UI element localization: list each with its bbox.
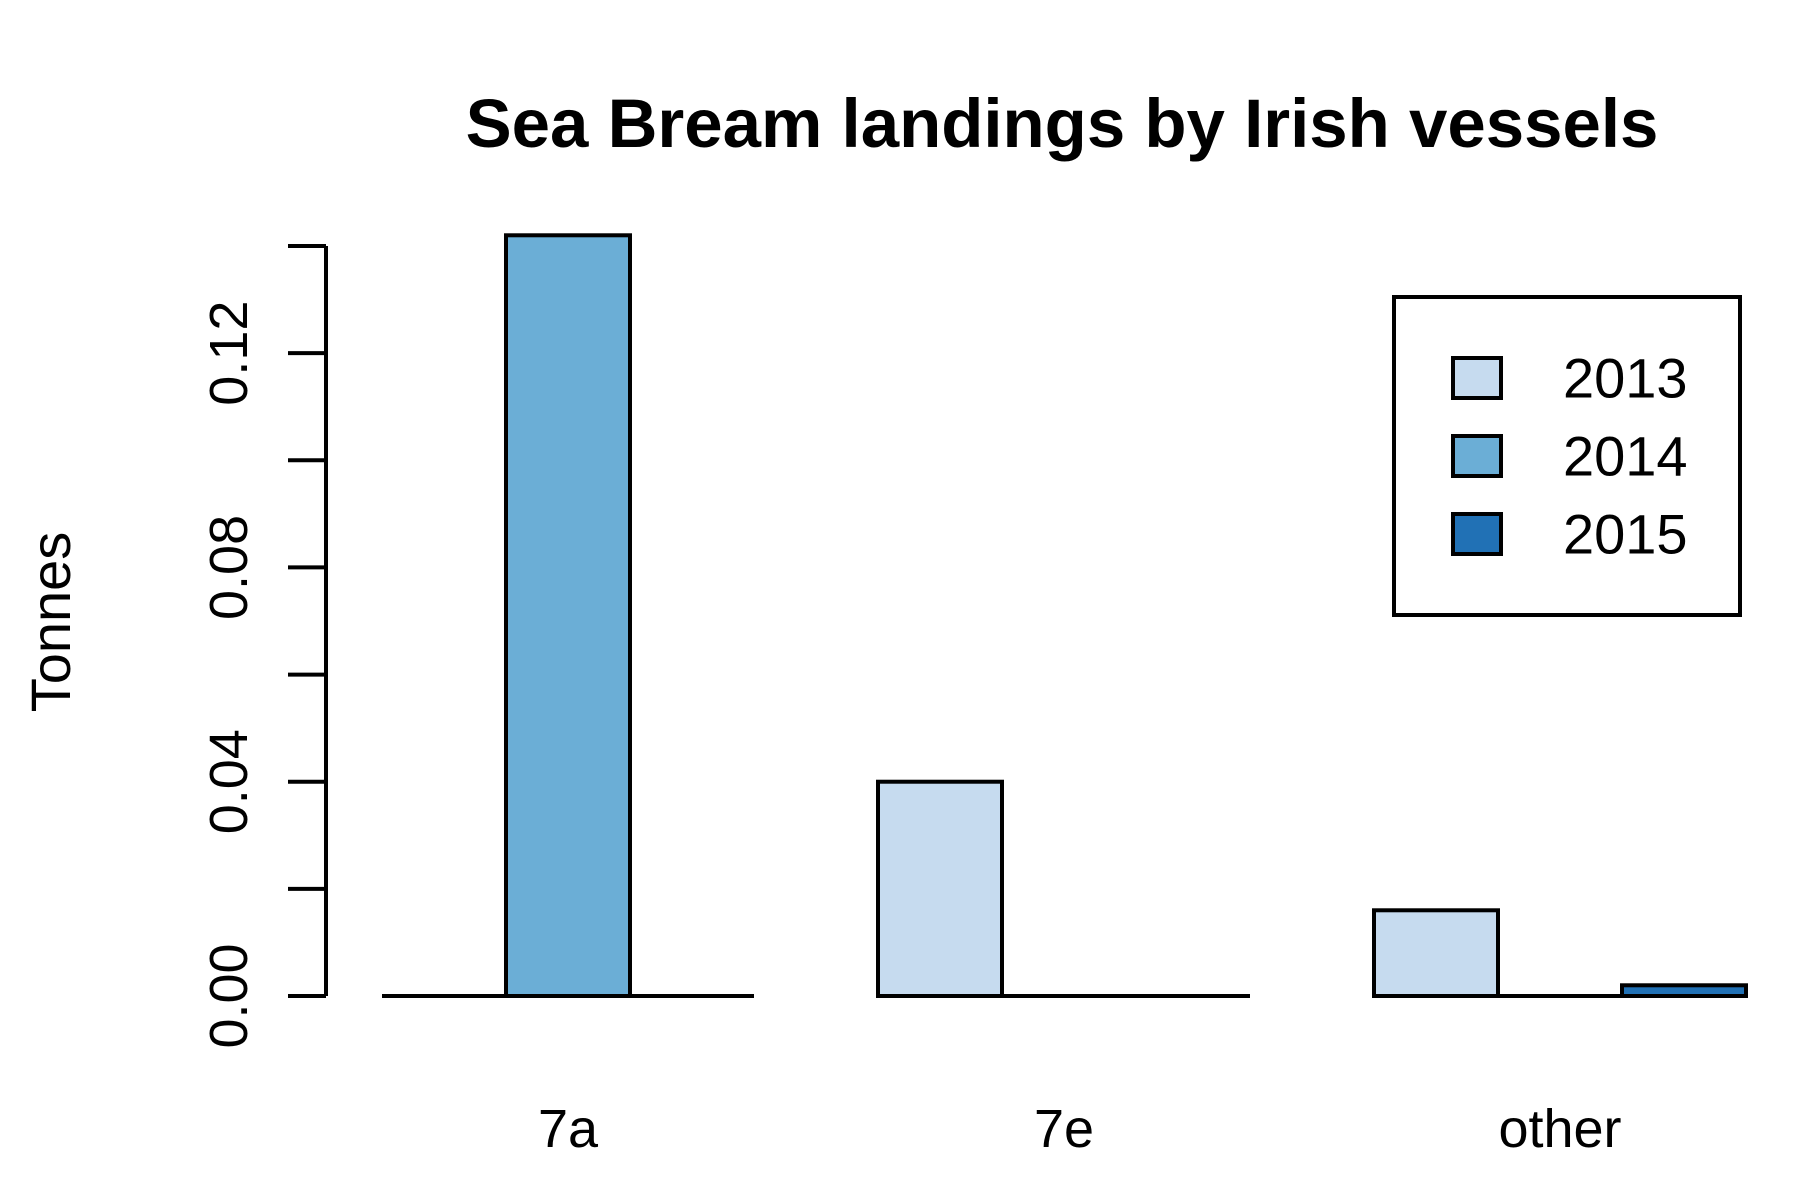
bar-7a-2014 xyxy=(504,233,632,999)
legend-label-2015: 2015 xyxy=(1563,503,1688,566)
bar-other-2013 xyxy=(1372,908,1500,998)
category-labels: 7a 7e other xyxy=(538,1099,1622,1159)
category-label: 7a xyxy=(538,1099,599,1159)
legend-box xyxy=(1392,295,1742,617)
y-tick-label: 0.00 xyxy=(199,943,259,1048)
y-tick-label: 0.04 xyxy=(199,729,259,834)
y-axis: 0.00 0.04 0.08 0.12 xyxy=(199,244,328,1049)
legend-swatch-2014 xyxy=(1451,434,1503,478)
legend-swatch-2015 xyxy=(1451,512,1503,556)
category-label: 7e xyxy=(1034,1099,1094,1159)
chart-title: Sea Bream landings by Irish vessels xyxy=(466,85,1659,162)
bars xyxy=(504,233,1748,999)
legend-label-2013: 2013 xyxy=(1563,347,1688,410)
y-tick-label: 0.08 xyxy=(199,515,259,620)
y-tick-label: 0.12 xyxy=(199,301,259,406)
category-label: other xyxy=(1498,1099,1621,1159)
legend-swatch-2013 xyxy=(1451,356,1503,400)
y-axis-label: Tonnes xyxy=(19,532,82,713)
bar-7e-2013 xyxy=(876,779,1004,999)
legend-label-2014: 2014 xyxy=(1563,425,1688,488)
legend: 2013 2014 2015 xyxy=(1392,295,1742,617)
